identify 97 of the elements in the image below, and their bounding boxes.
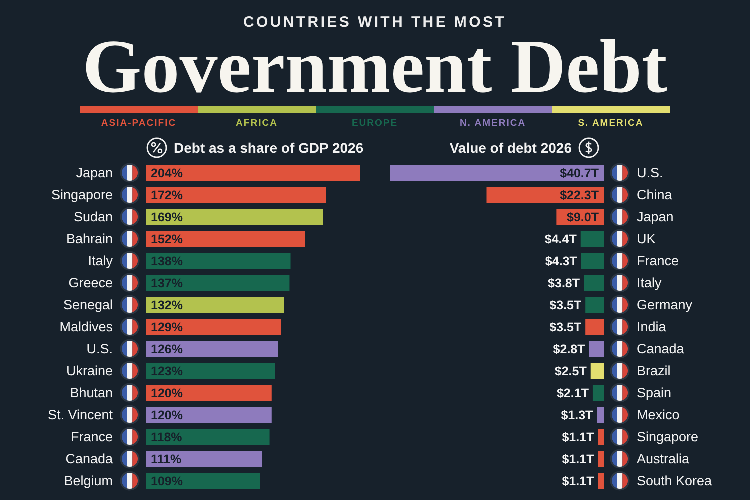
y-tick-label: Canada xyxy=(66,452,114,467)
y-tick-label: U.S. xyxy=(637,166,664,181)
y-tick-label: Australia xyxy=(637,452,690,467)
data-label: $22.3T xyxy=(560,188,600,202)
y-tick-label: Brazil xyxy=(637,364,671,379)
data-label: 123% xyxy=(151,364,183,378)
bar xyxy=(146,253,291,269)
text: AFRICA xyxy=(236,118,278,129)
y-tick-label: Ukraine xyxy=(66,364,113,379)
bar xyxy=(146,275,290,291)
bar xyxy=(146,319,282,335)
y-tick-label: South Korea xyxy=(637,474,713,489)
y-tick-label: UK xyxy=(637,232,656,247)
bar xyxy=(146,385,272,401)
bar xyxy=(581,253,604,269)
data-label: $9.0T xyxy=(567,210,600,224)
data-label: $4.4T xyxy=(544,232,578,246)
bar xyxy=(592,385,604,401)
y-tick-label: India xyxy=(637,320,667,335)
bar xyxy=(589,341,604,357)
data-label: $3.5T xyxy=(550,320,582,334)
x-axis-title: Debt as a share of GDP 2026 xyxy=(174,140,364,156)
data-label: 120% xyxy=(151,386,183,400)
data-label: $2.5T xyxy=(554,364,588,378)
x-axis-title: Value of debt 2026 xyxy=(450,140,572,156)
data-label: $2.8T xyxy=(553,342,586,356)
data-label: 137% xyxy=(151,276,183,290)
data-label: $40.7T xyxy=(560,166,600,180)
data-label: 109% xyxy=(151,474,183,488)
data-label: 169% xyxy=(151,210,183,224)
y-tick-label: France xyxy=(70,430,113,445)
y-tick-label: Japan xyxy=(637,210,674,225)
data-label: $1.1T xyxy=(562,474,595,488)
data-label: 126% xyxy=(151,342,183,356)
y-tick-label: Spain xyxy=(637,386,672,401)
y-tick-label: Sudan xyxy=(74,210,113,225)
bar xyxy=(146,165,360,181)
bar xyxy=(146,231,306,247)
data-label: $1.1T xyxy=(562,430,595,444)
y-tick-label: France xyxy=(637,254,680,269)
bar xyxy=(146,451,262,467)
bar xyxy=(146,297,284,313)
y-tick-label: Singapore xyxy=(637,430,699,445)
bar xyxy=(146,209,324,225)
y-tick-label: China xyxy=(637,188,673,203)
bar xyxy=(146,341,278,357)
y-tick-label: Japan xyxy=(76,166,113,181)
bar xyxy=(580,231,604,247)
data-label: 111% xyxy=(151,452,182,466)
text: N. AMERICA xyxy=(460,118,526,129)
data-label: 138% xyxy=(151,254,183,268)
data-label: 120% xyxy=(151,408,183,422)
data-label: 152% xyxy=(151,232,183,246)
bar xyxy=(584,275,604,291)
y-tick-label: Senegal xyxy=(63,298,113,313)
data-label: $2.1T xyxy=(556,386,590,400)
data-label: $4.3T xyxy=(545,254,578,268)
y-tick-label: Germany xyxy=(637,298,693,313)
data-label: 172% xyxy=(151,188,183,202)
y-tick-label: Bhutan xyxy=(70,386,113,401)
data-label: 129% xyxy=(151,320,183,334)
bar xyxy=(146,473,260,489)
data-label: $1.3T xyxy=(561,408,594,422)
bar xyxy=(598,451,604,467)
bar xyxy=(598,473,604,489)
y-tick-label: Italy xyxy=(88,254,114,269)
text: EUROPE xyxy=(352,118,398,129)
y-tick-label: Maldives xyxy=(60,320,114,335)
bar xyxy=(590,363,604,379)
bar xyxy=(146,407,272,423)
chart-subtitle: COUNTRIES WITH THE MOST xyxy=(242,14,508,31)
legend-label: S. AMERICA xyxy=(578,118,644,129)
bar xyxy=(146,363,276,379)
y-tick-label: Belgium xyxy=(64,474,113,489)
text: ASIA-PACIFIC xyxy=(101,118,177,129)
data-label: $3.5T xyxy=(550,298,582,312)
y-tick-label: U.S. xyxy=(86,342,113,357)
y-tick-label: Mexico xyxy=(637,408,680,423)
y-tick-label: Singapore xyxy=(51,188,113,203)
y-tick-label: Bahrain xyxy=(66,232,113,247)
bar xyxy=(598,429,604,445)
data-label: 118% xyxy=(151,430,182,444)
y-tick-label: Canada xyxy=(637,342,685,357)
bar xyxy=(146,429,270,445)
bar xyxy=(597,407,604,423)
bar xyxy=(146,187,326,203)
data-label: 132% xyxy=(151,298,183,312)
data-label: 204% xyxy=(151,166,183,180)
data-label: $1.1T xyxy=(562,452,595,466)
y-tick-label: Italy xyxy=(637,276,662,291)
data-label: $3.8T xyxy=(548,276,580,290)
y-tick-label: Greece xyxy=(68,276,113,291)
bar xyxy=(486,187,604,203)
y-tick-label: St. Vincent xyxy=(48,408,114,423)
bar xyxy=(586,319,604,335)
bar xyxy=(390,165,604,181)
bar xyxy=(586,297,604,313)
